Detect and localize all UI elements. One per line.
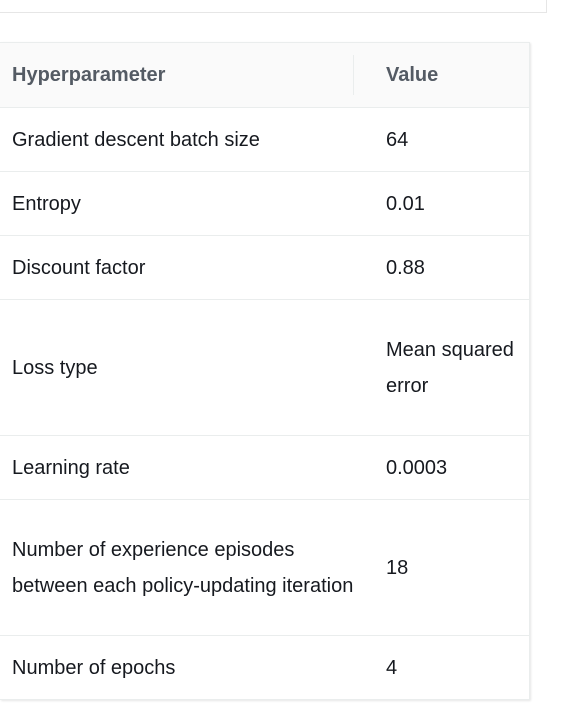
cell-hyperparameter: Discount factor: [0, 235, 374, 300]
cell-hyperparameter: Gradient descent batch size: [0, 107, 374, 172]
cell-value: 0.88: [374, 235, 529, 300]
page-top-edge: [0, 0, 547, 13]
table-row: Gradient descent batch size 64: [0, 107, 529, 172]
cell-hyperparameter: Learning rate: [0, 435, 374, 500]
cell-hyperparameter: Entropy: [0, 171, 374, 236]
cell-value: 0.01: [374, 171, 529, 236]
table-row: Number of epochs 4: [0, 635, 529, 699]
table-row: Loss type Mean squared error: [0, 299, 529, 436]
table-header-row: Hyperparameter Value: [0, 43, 529, 108]
table-row: Entropy 0.01: [0, 171, 529, 236]
column-header-value[interactable]: Value: [374, 43, 529, 108]
cell-hyperparameter: Number of epochs: [0, 635, 374, 699]
table-row: Number of experience episodes between ea…: [0, 499, 529, 636]
cell-value: Mean squared error: [374, 299, 529, 436]
cell-value: 0.0003: [374, 435, 529, 500]
cell-hyperparameter: Number of experience episodes between ea…: [0, 499, 374, 636]
table: Hyperparameter Value Gradient descent ba…: [0, 43, 529, 699]
cell-value: 64: [374, 107, 529, 172]
cell-value: 4: [374, 635, 529, 699]
cell-hyperparameter: Loss type: [0, 299, 374, 436]
table-row: Learning rate 0.0003: [0, 435, 529, 500]
table-row: Discount factor 0.88: [0, 235, 529, 300]
cell-value: 18: [374, 499, 529, 636]
column-header-hyperparameter[interactable]: Hyperparameter: [0, 43, 374, 108]
hyperparameter-table: Hyperparameter Value Gradient descent ba…: [0, 42, 530, 700]
